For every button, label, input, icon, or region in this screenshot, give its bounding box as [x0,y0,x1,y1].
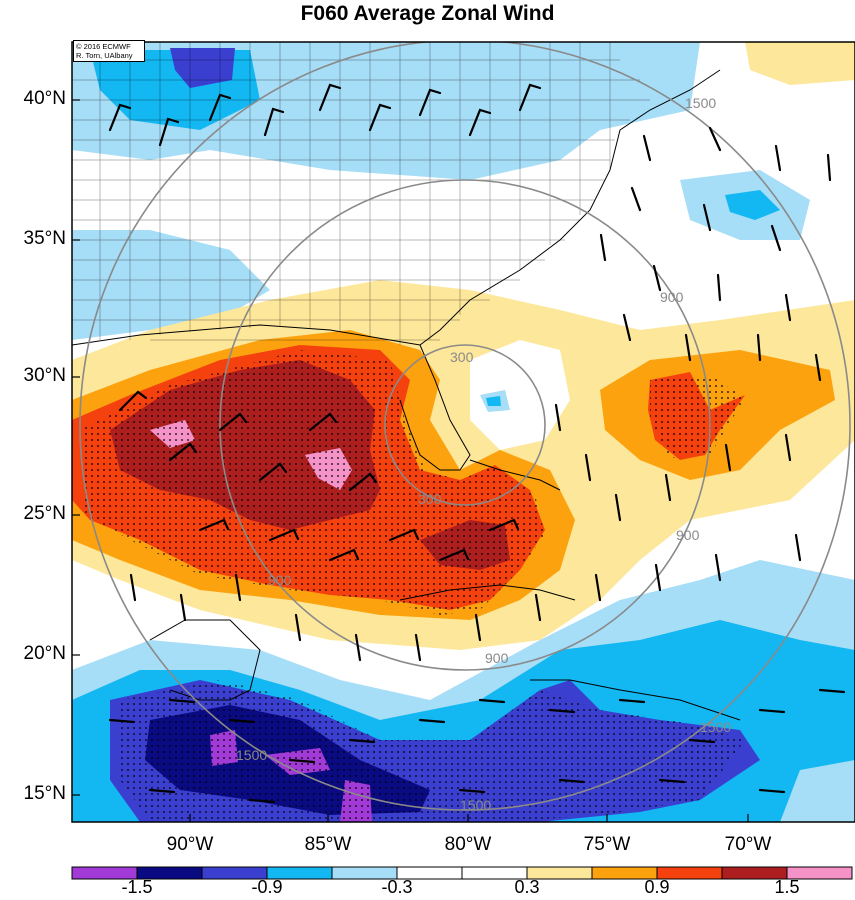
ring-label-1500-n: 1500 [685,95,716,111]
lat-ticks [72,99,80,796]
ring-label-900-s: 900 [485,650,509,666]
map-area: 300 300 900 900 900 900 1500 1500 1500 1… [72,42,855,822]
lat-label-30: 30°N [23,365,66,386]
ring-label-1500-sw: 1500 [236,747,267,763]
credit-box: © 2016 ECMWF R. Torn, UAlbany [73,40,145,62]
stipple-positive [80,350,545,615]
colorbar-label-neg0-3: -0.3 [381,877,413,897]
wind-barbs [108,83,846,804]
colorbar-label-neg1-5: -1.5 [121,877,153,897]
lat-label-35: 35°N [23,228,66,249]
range-rings [79,42,851,811]
lon-label-80w: 80°W [444,834,492,855]
lat-label-40: 40°N [23,88,66,109]
colorbar-label-neg0-9: -0.9 [251,877,283,897]
ring-1500 [79,42,851,811]
ring-label-900-ne: 900 [660,289,684,305]
ring-900 [219,179,711,671]
credit-line-2: R. Torn, UAlbany [76,51,133,60]
credit-line-1: © 2016 ECMWF [76,42,131,51]
cyan-small-patch [486,396,501,406]
colorbar-label-1-5: 1.5 [774,877,800,897]
map-frame [71,41,855,823]
lat-label-20: 20°N [23,643,66,664]
lat-label-15: 15°N [23,783,66,804]
lon-label-70w: 70°W [724,834,772,855]
ring-300 [384,344,546,506]
ring-label-900-se: 900 [676,527,700,543]
ring-label-900-sw: 900 [268,572,292,588]
lon-label-85w: 85°W [304,834,352,855]
lon-label-75w: 75°W [583,834,631,855]
ring-label-300-south: 300 [418,491,442,507]
county-grid [72,42,650,345]
cyan-east-patch [725,190,780,220]
ring-label-1500-s: 1500 [460,797,491,813]
colorbar-label-0-9: 0.9 [644,877,670,897]
blue-north [170,48,235,88]
colorbar-label-0-3: 0.3 [514,877,540,897]
lon-ticks [189,814,749,822]
colorbar-swatch-11 [786,866,853,880]
yellow-northeast [745,42,855,85]
colorbar [71,866,853,880]
ring-label-1500-se: 1500 [700,719,731,735]
lon-label-90w: 90°W [166,834,214,855]
ring-label-300: 300 [450,349,474,365]
stipple-negative [120,680,745,822]
stipple-east [650,375,745,458]
lat-label-25: 25°N [23,503,66,524]
map-title: F060 Average Zonal Wind [300,2,555,25]
